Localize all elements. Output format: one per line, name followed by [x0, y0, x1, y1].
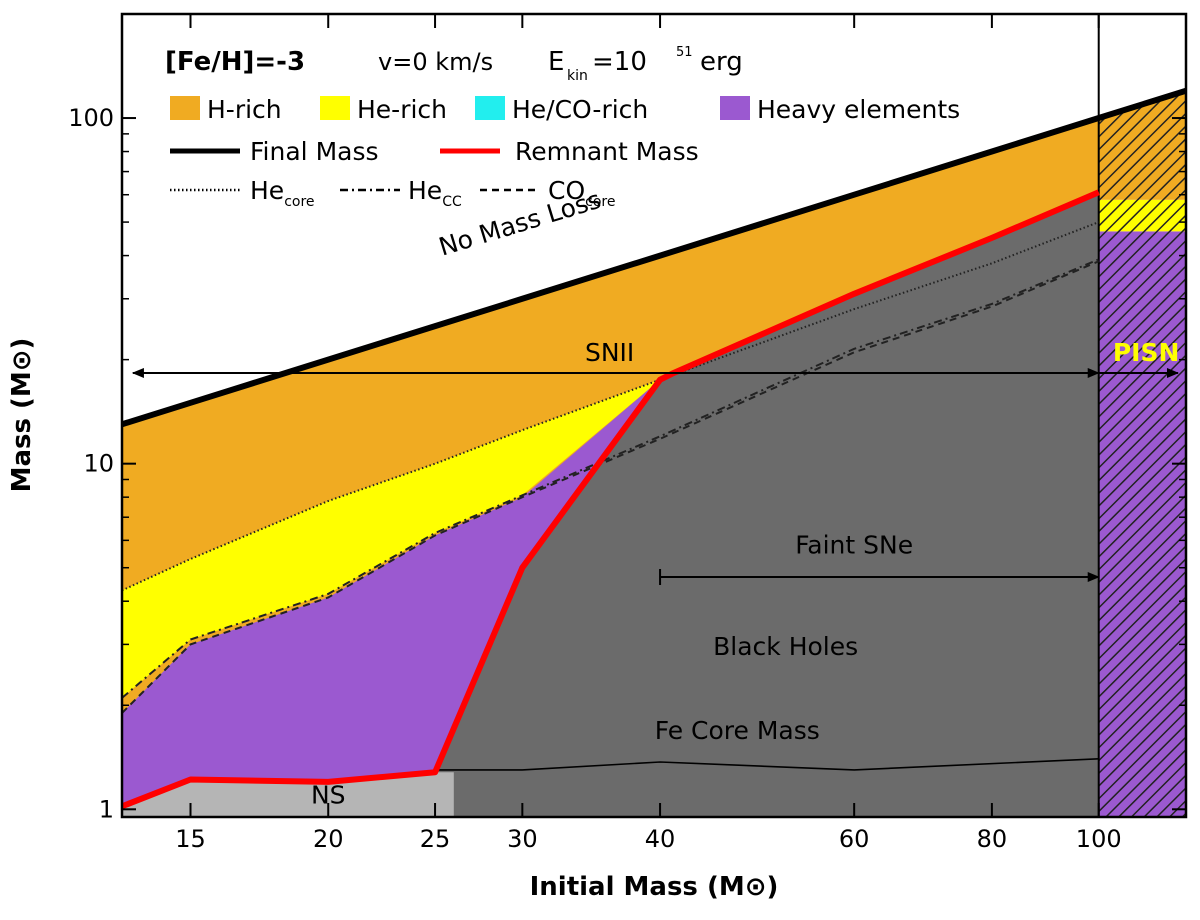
he-core-line — [122, 221, 1100, 592]
legend-label-3: Heavy elements — [757, 95, 960, 124]
y-tick-label: 10 — [83, 450, 114, 478]
fe-core-line — [435, 758, 1099, 771]
axis-ticks: 15 20 25 30 40 60 80 100 1 10 100 — [68, 13, 1186, 853]
region-neutron-stars — [122, 772, 454, 817]
series-lines — [122, 87, 1186, 810]
header-ekin-base: E — [548, 47, 564, 77]
header-velocity: v=0 km/s — [378, 48, 493, 76]
regions — [122, 14, 1186, 817]
legend-line-label-0: Final Mass — [250, 137, 379, 166]
region-heavy-elements — [122, 192, 1099, 807]
legend-swatch-3 — [720, 96, 750, 120]
pisn-above-final — [1098, 14, 1186, 118]
x-tick-label: 20 — [313, 825, 344, 853]
legend-swatch-0 — [170, 96, 200, 120]
annotation-faint-sne: Faint SNe — [795, 530, 913, 559]
legend-label-1: He-rich — [357, 95, 447, 124]
header-ekin-sub: kin — [567, 68, 588, 84]
final-mass-line — [122, 87, 1186, 428]
x-tick-label: 100 — [1076, 825, 1122, 853]
x-tick-label: 30 — [507, 825, 538, 853]
region-he-rich — [122, 192, 1099, 698]
header-ekin-exp: 51 — [676, 45, 693, 60]
pisn-hatch — [1098, 90, 1186, 817]
y-tick-label: 1 — [99, 795, 114, 823]
x-tick-label: 80 — [977, 825, 1008, 853]
co-core-line — [122, 260, 1100, 714]
header-ekin-unit: erg — [700, 47, 743, 77]
legend-label-2: He/CO-rich — [512, 95, 648, 124]
plot-area — [122, 14, 1186, 817]
chart-header: [Fe/H]=-3 v=0 km/s E kin =10 51 erg — [165, 45, 743, 84]
annotation-black-holes: Black Holes — [713, 632, 858, 661]
header-feh: [Fe/H]=-3 — [165, 47, 305, 77]
legend: H-rich He-rich He/CO-rich Heavy elements Fin… — [170, 95, 960, 210]
header-ekin-value: =10 — [592, 47, 647, 77]
annotation-snii: SNII — [585, 338, 634, 367]
he-cc-line — [122, 258, 1100, 699]
x-tick-label: 40 — [645, 825, 676, 853]
y-axis-label: Mass (M⊙) — [7, 338, 37, 493]
y-tick-label: 100 — [68, 104, 114, 132]
annotation-ns: NS — [311, 780, 346, 809]
remnant-mass-line — [122, 189, 1100, 810]
x-tick-label: 25 — [420, 825, 451, 853]
legend-swatch-2 — [475, 96, 505, 120]
x-tick-label: 15 — [175, 825, 206, 853]
plot-frame — [120, 12, 1188, 819]
legend-swatch-1 — [320, 96, 350, 120]
annotation-pisn: PISN — [1113, 338, 1180, 367]
legend-line-label-1: Remnant Mass — [515, 137, 699, 166]
above-final-mass — [122, 14, 1099, 425]
x-tick-label: 60 — [839, 825, 870, 853]
annotation-fe-core-mass: Fe Core Mass — [655, 716, 820, 745]
legend-label-0: H-rich — [207, 95, 282, 124]
x-axis-label: Initial Mass (M⊙) — [530, 872, 779, 902]
